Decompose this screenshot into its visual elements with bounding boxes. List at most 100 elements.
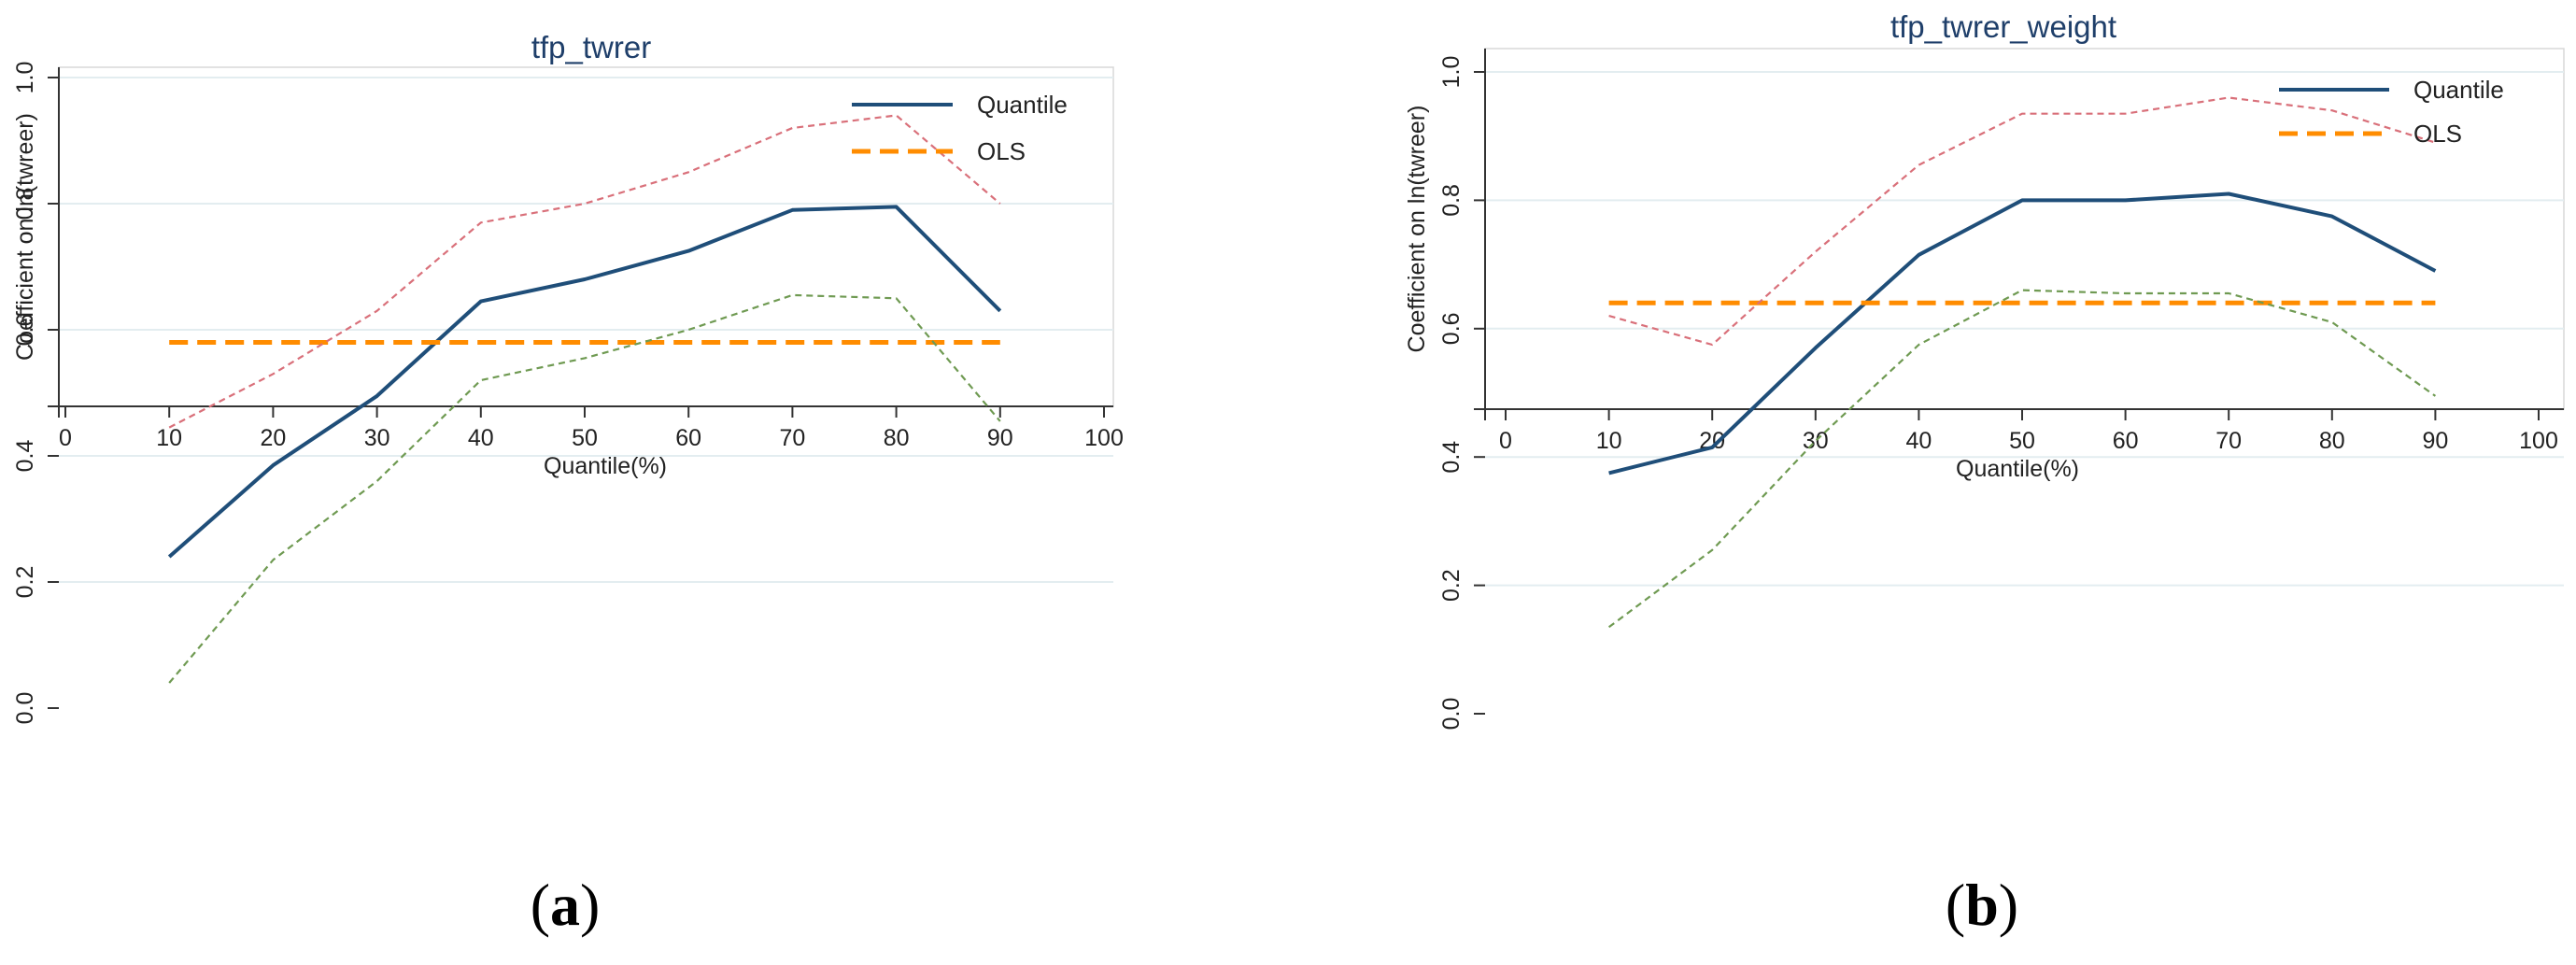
x-tick-label: 30 [1803,428,1829,454]
data-point-lower-bound [1918,344,1919,346]
legend-label-ols: OLS [2413,120,2462,148]
data-point-upper-bound [376,310,378,312]
data-point-lower-bound [687,329,689,331]
legend: Quantile OLS [2279,76,2504,148]
data-point-upper-bound [1815,250,1817,252]
x-tick-label: 70 [2215,428,2242,454]
data-point-lower-bound [2021,290,2023,291]
y-tick-label: 0.2 [1438,569,1465,602]
data-point-lower-bound [999,420,1001,422]
data-point-quantile [2331,216,2333,218]
y-tick-label: 0.6 [1438,312,1465,345]
data-point-lower-bound [376,480,378,482]
y-tick-label: 0.0 [1438,698,1465,731]
series-line-upper-bound [168,114,1001,429]
data-point-upper-bound [791,127,793,129]
y-axis-label: Coefficient on ln(twreer) [12,113,38,361]
data-point-quantile [168,556,170,558]
caption-close-paren: ) [580,872,600,938]
series-line-lower-bound [168,293,1001,684]
x-axis-label: Quantile(%) [1956,456,2079,482]
x-tick-label: 90 [987,425,1013,451]
x-tick-label: 50 [572,425,598,451]
x-tick-label: 50 [2009,428,2035,454]
data-point-upper-bound [2331,109,2333,111]
data-point-lower-bound [2434,395,2436,397]
caption-letter: a [550,872,580,938]
data-point-quantile [896,206,898,207]
x-tick-label: 40 [1905,428,1932,454]
caption-close-paren: ) [1999,872,2018,938]
x-axis-label: Quantile(%) [544,453,667,479]
data-point-quantile [2125,199,2127,201]
data-point-upper-bound [896,115,898,117]
data-point-quantile [1608,472,1610,474]
y-tick-label: 0.2 [12,566,38,599]
data-point-ols [2434,302,2436,304]
data-point-upper-bound [1608,315,1610,317]
data-point-upper-bound [687,171,689,173]
x-tick-label: 10 [1596,428,1622,454]
data-point-quantile [2021,199,2023,201]
data-point-quantile [791,209,793,211]
x-tick-label: 70 [779,425,805,451]
caption-letter: b [1965,872,1999,938]
data-point-upper-bound [999,203,1001,205]
data-point-upper-bound [272,373,274,375]
data-point-lower-bound [2125,292,2127,294]
data-point-lower-bound [1815,440,1817,442]
data-point-lower-bound [1608,626,1610,628]
x-tick-label: 90 [2422,428,2448,454]
data-point-upper-bound [584,203,586,205]
data-point-upper-bound [2021,113,2023,115]
data-point-lower-bound [480,379,482,381]
data-point-quantile [1711,447,1713,448]
panel-a: 0 10 20 30 40 50 60 70 80 90 100 0.0 0.2 0.4 0.6 0.8 1.0… [12,30,1124,938]
y-tick-label: 0.0 [12,692,38,725]
x-tick-label: 60 [2113,428,2139,454]
y-tick-label: 0.6 [12,314,38,347]
data-point-lower-bound [791,294,793,296]
y-tick-label: 0.4 [12,440,38,473]
legend-label-ols: OLS [977,137,1026,165]
data-point-upper-bound [168,427,170,429]
caption-open-paren: ( [1946,872,1965,938]
x-tick-label: 40 [468,425,494,451]
caption-open-paren: ( [531,872,550,938]
chart-title: tfp_twrer_weight [1890,9,2116,44]
legend-label-quantile: Quantile [2413,76,2504,104]
legend: Quantile OLS [852,91,1068,165]
panel-caption: (a) [531,872,601,938]
x-tick-label: 100 [2519,428,2558,454]
x-tick-label: 100 [1084,425,1124,451]
data-point-lower-bound [584,357,586,359]
data-point-quantile [2434,270,2436,272]
data-point-lower-bound [2228,292,2229,294]
data-point-lower-bound [1711,549,1713,551]
data-point-ols [168,342,170,344]
x-tick-label: 0 [1499,428,1512,454]
series-line-quantile [1608,192,2437,475]
data-point-quantile [687,250,689,252]
series-line-quantile [167,205,1002,559]
data-point-ols [999,342,1001,344]
y-tick-label: 1.0 [12,62,38,94]
x-tick-label: 20 [260,425,286,451]
data-point-upper-bound [1711,344,1713,346]
chart-title: tfp_twrer [531,30,651,64]
plot-area [1484,48,2565,410]
data-point-upper-bound [2125,113,2127,115]
x-tick-label: 10 [156,425,182,451]
y-tick-label: 0.8 [12,188,38,220]
data-point-quantile [1918,254,1919,256]
data-point-quantile [2228,193,2229,195]
x-tick-label: 80 [884,425,910,451]
y-axis-label: Coefficient on ln(twreer) [1404,106,1430,353]
data-point-lower-bound [2331,321,2333,323]
x-tick-label: 60 [675,425,701,451]
panel-caption: (b) [1946,872,2018,938]
data-point-lower-bound [168,682,170,684]
data-point-lower-bound [896,297,898,299]
legend-label-quantile: Quantile [977,91,1068,119]
